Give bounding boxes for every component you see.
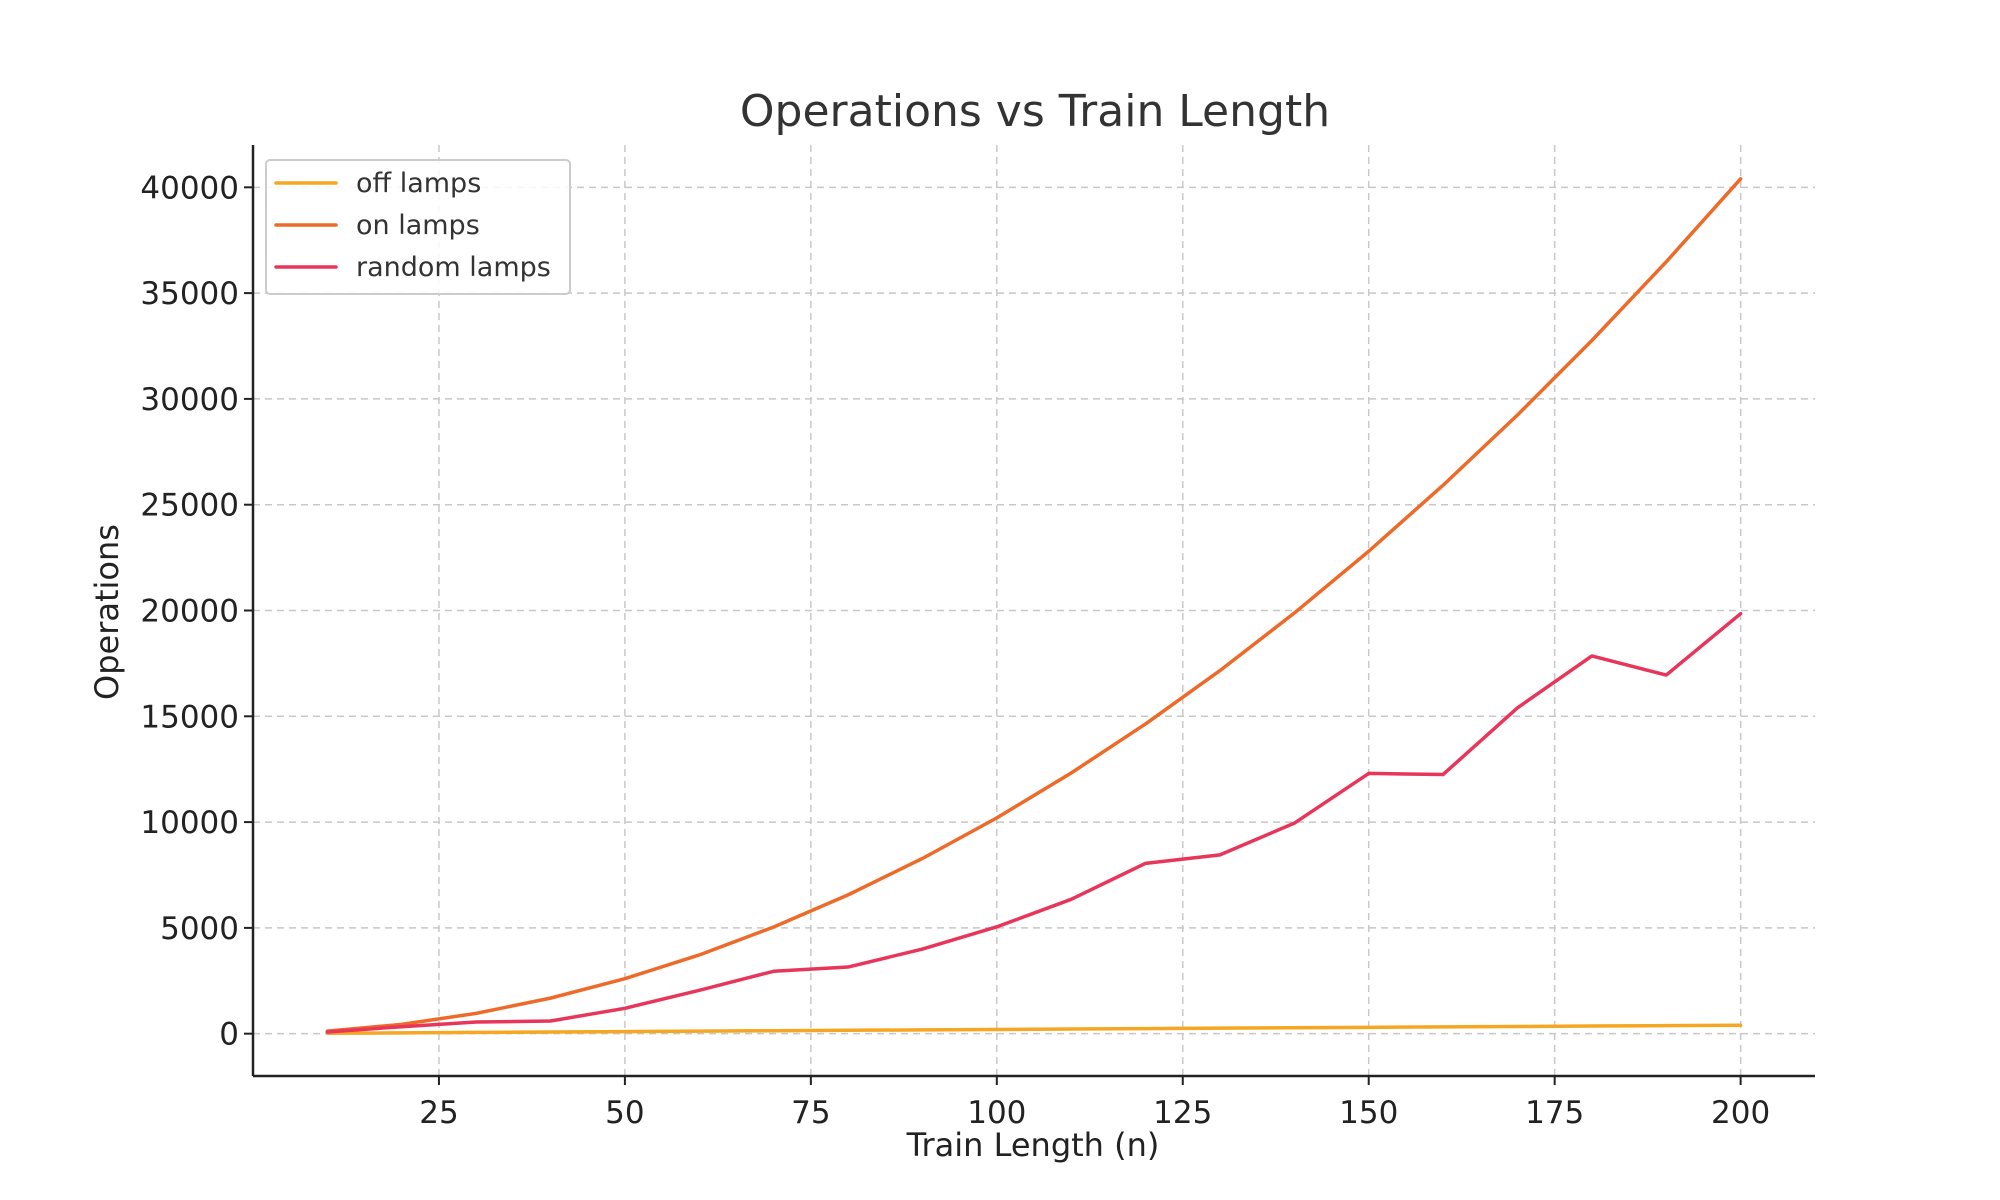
y-tick-label: 0: [219, 1017, 239, 1053]
y-tick-label: 10000: [140, 805, 239, 841]
x-tick-label: 100: [967, 1095, 1026, 1131]
x-axis-label: Train Length (n): [906, 1126, 1160, 1164]
x-tick-label: 175: [1525, 1095, 1584, 1131]
y-tick-label: 20000: [140, 594, 239, 630]
series-line-random-lamps: [325, 611, 1743, 1034]
y-tick-label: 30000: [140, 382, 239, 418]
x-tick-label: 50: [605, 1095, 644, 1131]
gridlines: [253, 145, 1815, 1076]
x-tick-label: 75: [791, 1095, 830, 1131]
x-tick-label: 125: [1153, 1095, 1212, 1131]
y-axis-label: Operations: [88, 524, 126, 700]
y-tick-label: 5000: [160, 911, 239, 947]
x-axis-ticks: 25 50 75 100 125 150 175 200: [419, 1076, 1770, 1131]
legend-label-random-lamps: random lamps: [356, 252, 551, 283]
x-tick-label: 200: [1711, 1095, 1770, 1131]
series-lines: [325, 177, 1743, 1036]
series-line-on-lamps: [325, 177, 1743, 1033]
y-tick-label: 15000: [140, 699, 239, 735]
chart-title: Operations vs Train Length: [740, 86, 1330, 137]
series-line-off-lamps: [325, 1023, 1743, 1036]
legend-label-on-lamps: on lamps: [356, 210, 480, 241]
y-axis-ticks: 0 5000 10000 15000 20000 25000 30000 35000 40000: [140, 170, 253, 1053]
legend: off lamps on lamps random lamps: [265, 159, 571, 295]
legend-label-off-lamps: off lamps: [356, 168, 481, 199]
legend-box: [265, 159, 571, 295]
y-tick-label: 40000: [140, 170, 239, 206]
y-tick-label: 35000: [140, 276, 239, 312]
x-tick-label: 150: [1339, 1095, 1398, 1131]
y-tick-label: 25000: [140, 488, 239, 524]
x-tick-label: 25: [419, 1095, 458, 1131]
